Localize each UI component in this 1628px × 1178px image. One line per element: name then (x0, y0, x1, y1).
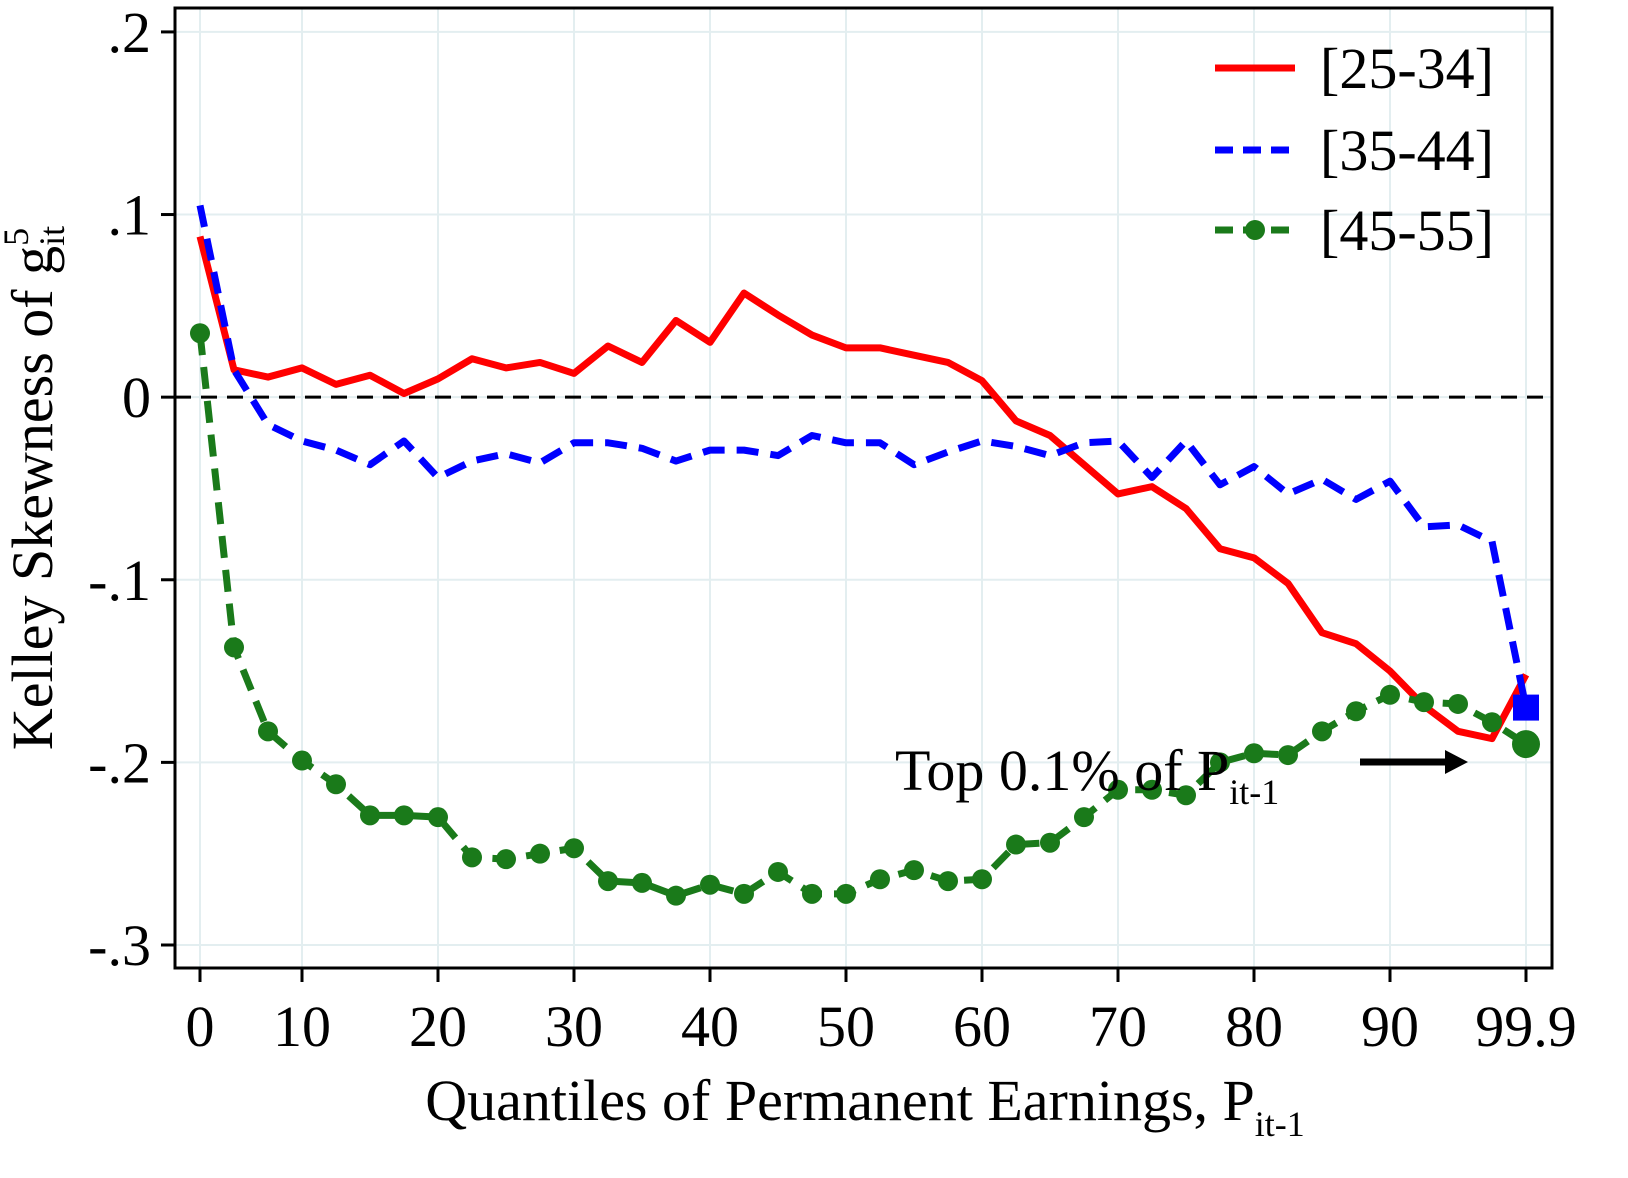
point (1278, 745, 1298, 766)
y-tick-label: 0 (122, 365, 151, 430)
x-label-sub: it-1 (1255, 1104, 1305, 1144)
point (632, 872, 652, 893)
x-tick-label: 50 (817, 994, 875, 1059)
point (1006, 834, 1026, 855)
y-label-sup: 5 (0, 228, 36, 246)
point (1176, 785, 1196, 806)
point (1312, 721, 1332, 742)
point (1346, 701, 1366, 722)
point (326, 774, 346, 795)
x-tick-label: 40 (681, 994, 739, 1059)
point (496, 849, 516, 870)
point (1482, 712, 1502, 733)
y-label-sub: it (32, 226, 72, 246)
point (1244, 743, 1264, 764)
point (904, 860, 924, 881)
series-line (196, 204, 1530, 709)
x-tick-label: 60 (953, 994, 1011, 1059)
y-tick-label: -.3 (88, 913, 151, 978)
annotation-sub: it-1 (1229, 772, 1279, 812)
legend-marker (1245, 220, 1265, 240)
point (1210, 752, 1230, 773)
x-tick-label: 0 (186, 994, 215, 1059)
point (1108, 779, 1128, 800)
point (836, 883, 856, 904)
x-tick-label: 30 (545, 994, 603, 1059)
x-axis-label: Quantiles of Permanent Earnings, Pit-1 (425, 1068, 1305, 1144)
legend-label: [35-44] (1320, 118, 1494, 183)
annotation-text: Top 0.1% of P (895, 738, 1229, 803)
point (360, 805, 380, 826)
plot-frame (173, 6, 1554, 970)
point (734, 883, 754, 904)
top-marker (1513, 694, 1539, 721)
point (190, 323, 210, 344)
x-tick-label: 20 (409, 994, 467, 1059)
point (1448, 693, 1468, 714)
annotation: Top 0.1% of Pit-1 (895, 738, 1279, 812)
point (768, 861, 788, 882)
x-tick-label: 90 (1361, 994, 1419, 1059)
x-tick-label: 99.9 (1475, 994, 1577, 1059)
series-line (196, 332, 1528, 900)
point (428, 807, 448, 828)
point (462, 847, 482, 868)
point (598, 871, 618, 892)
x-tick-label: 70 (1089, 994, 1147, 1059)
point (938, 871, 958, 892)
series-line (196, 235, 1530, 743)
point (394, 805, 414, 826)
y-tick-label: .1 (108, 183, 152, 248)
point (1142, 779, 1162, 800)
point (972, 869, 992, 890)
point (870, 869, 890, 890)
x-label-text: Quantiles of Permanent Earnings, P (425, 1068, 1255, 1133)
point (258, 721, 278, 742)
point (1074, 807, 1094, 828)
point (1512, 730, 1540, 759)
point (1380, 684, 1400, 705)
annotation-arrowhead (1445, 750, 1468, 774)
point (530, 843, 550, 864)
y-tick-label: -.1 (88, 548, 151, 613)
point (224, 637, 244, 658)
y-tick-label: .2 (108, 0, 152, 65)
point (700, 874, 720, 895)
point (666, 885, 686, 906)
x-tick-label: 10 (273, 994, 331, 1059)
x-tick-label: 80 (1225, 994, 1283, 1059)
y-tick-label: -.2 (88, 730, 151, 795)
point (1040, 832, 1060, 853)
point (564, 838, 584, 859)
point (802, 883, 822, 904)
y-axis-label: Kelley Skewness of g5it (0, 226, 72, 750)
legend-label: [45-55] (1320, 198, 1494, 263)
legend-label: [25-34] (1320, 36, 1494, 101)
y-label-text: Kelley Skewness of g (0, 246, 65, 750)
point (292, 750, 312, 771)
point (1414, 692, 1434, 713)
